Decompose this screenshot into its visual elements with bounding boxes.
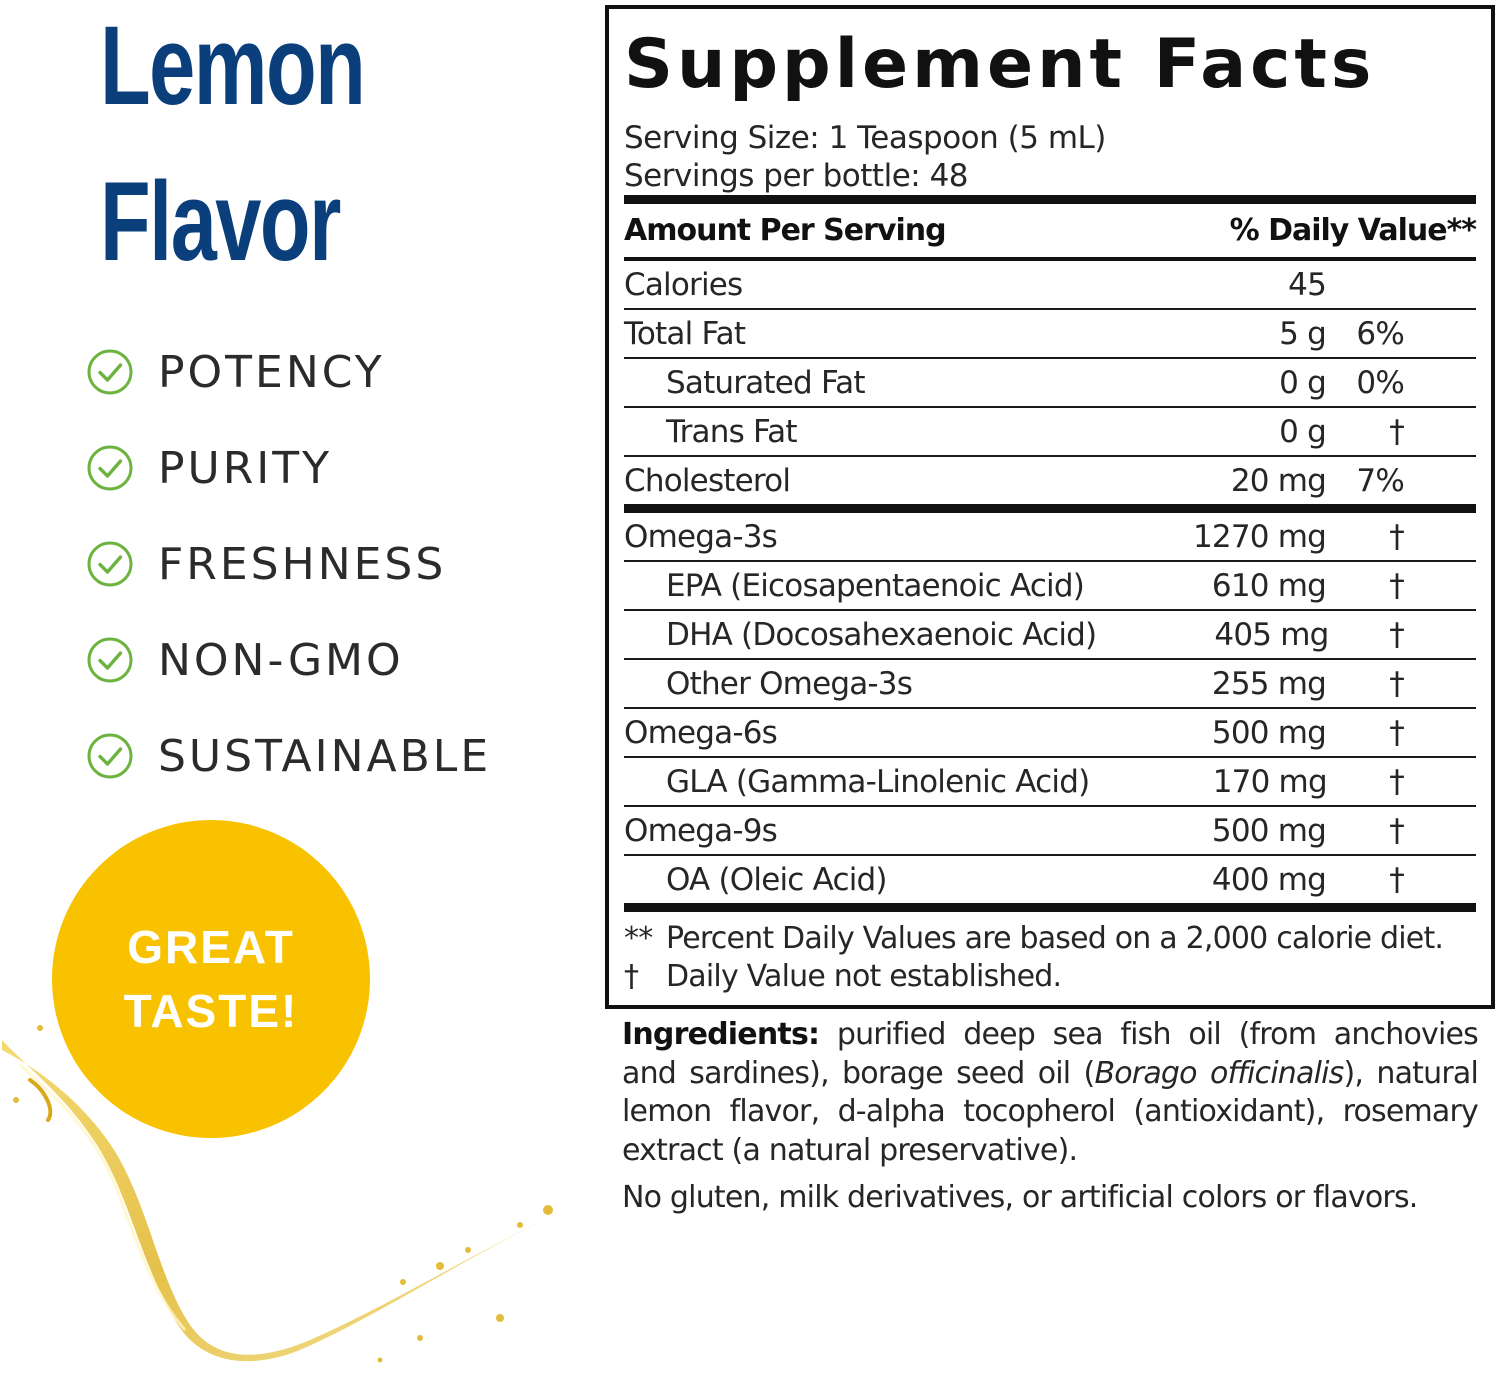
nutrient-name: OA (Oleic Acid) [666, 861, 888, 898]
nutrient-amount: 610 mg [1211, 567, 1327, 604]
nutrient-name: Omega-6s [624, 714, 778, 751]
nutrient-daily-value: † [1389, 413, 1405, 450]
serving-info: Serving Size: 1 Teaspoon (5 mL) Servings… [624, 119, 1476, 195]
feature-label: SUSTAINABLE [158, 730, 492, 782]
nutrient-name: Trans Fat [666, 413, 798, 450]
nutrient-daily-value: † [1389, 518, 1405, 555]
footnote-mark: † [624, 959, 639, 994]
feature-item-potency: POTENCY [86, 324, 491, 420]
product-title-line1: Lemon [100, 3, 366, 128]
nutrient-daily-value: † [1389, 714, 1405, 751]
nutrient-row-omega-9s: Omega-9s 500 mg † [624, 807, 1476, 856]
feature-item-freshness: FRESHNESS [86, 516, 491, 612]
ingredients-part-2: ), natural lemon flavor, d-alpha tocophe… [622, 1055, 1479, 1168]
nutrient-row-cholesterol: Cholesterol 20 mg 7% [624, 457, 1476, 504]
nutrient-amount: 1270 mg [1192, 518, 1327, 555]
nutrient-row-dha: DHA (Docosahexaenoic Acid) 405 mg † [624, 611, 1476, 660]
nutrient-daily-value: † [1389, 812, 1405, 849]
nutrient-amount: 500 mg [1211, 812, 1327, 849]
nutrient-amount: 405 mg [1214, 616, 1329, 653]
facts-footnotes: ** Percent Daily Values are based on a 2… [624, 912, 1476, 996]
nutrient-amount: 20 mg [1230, 462, 1327, 499]
nutrient-row-omega-6s: Omega-6s 500 mg † [624, 709, 1476, 758]
divider-thick [624, 195, 1476, 204]
ingredients-part-1: purified deep sea fish oil (from anchovi… [622, 1017, 1479, 1091]
feature-item-non-gmo: NON-GMO [86, 612, 491, 708]
nutrient-name: Omega-3s [624, 518, 778, 555]
nutrient-daily-value: 0% [1356, 364, 1404, 401]
footnote-not-established: † Daily Value not established. [624, 958, 1476, 996]
nutrient-daily-value: 6% [1356, 315, 1404, 352]
nutrient-daily-value: † [1389, 567, 1405, 604]
nutrient-row-calories: Calories 45 [624, 261, 1476, 310]
nutrient-name: Saturated Fat [666, 364, 866, 401]
badge-line-1: GREAT [127, 921, 295, 973]
nutrient-amount: 0 g [1279, 413, 1327, 450]
feature-item-purity: PURITY [86, 420, 491, 516]
footnote-mark: ** [624, 921, 653, 956]
nutrient-name: Omega-9s [624, 812, 778, 849]
nutrient-row-other-omega-3s: Other Omega-3s 255 mg † [624, 660, 1476, 709]
nutrient-name: Calories [624, 266, 743, 303]
check-circle-icon [87, 349, 133, 395]
nutrient-daily-value: † [1389, 763, 1405, 800]
product-title-line2: Flavor [100, 159, 341, 284]
divider-thick [624, 504, 1476, 513]
nutrient-row-total-fat: Total Fat 5 g 6% [624, 310, 1476, 359]
nutrient-daily-value: † [1389, 616, 1405, 653]
nutrient-row-gla: GLA (Gamma-Linolenic Acid) 170 mg † [624, 758, 1476, 807]
facts-header-row: Amount Per Serving % Daily Value** [624, 204, 1477, 261]
daily-value-label: % Daily Value** [1229, 213, 1477, 248]
footnote-text: Daily Value not established. [666, 959, 1062, 994]
nutrient-daily-value: † [1389, 665, 1405, 702]
nutrient-amount: 170 mg [1212, 763, 1328, 800]
feature-label: FRESHNESS [158, 538, 447, 590]
check-circle-icon [87, 733, 133, 779]
nutrient-amount: 500 mg [1211, 714, 1327, 751]
great-taste-badge: GREAT TASTE! [52, 820, 370, 1138]
supplement-facts-panel: Supplement Facts Serving Size: 1 Teaspoo… [605, 5, 1495, 1009]
feature-list: POTENCY PURITY FRESHNESS NON-GMO SUSTAIN… [86, 324, 491, 804]
nutrient-name: EPA (Eicosapentaenoic Acid) [666, 567, 1085, 604]
nutrient-amount: 5 g [1279, 315, 1327, 352]
check-circle-icon [87, 637, 133, 683]
nutrient-name: Other Omega-3s [666, 665, 913, 702]
nutrient-row-trans-fat: Trans Fat 0 g † [624, 408, 1476, 457]
nutrient-name: GLA (Gamma-Linolenic Acid) [666, 763, 1090, 800]
nutrient-name: DHA (Docosahexaenoic Acid) [666, 616, 1097, 653]
divider-thick [624, 903, 1476, 912]
nutrient-amount: 255 mg [1211, 665, 1327, 702]
ingredients-latin-name: Borago officinalis [1094, 1055, 1344, 1091]
amount-per-serving-label: Amount Per Serving [624, 213, 947, 248]
feature-label: PURITY [158, 442, 333, 494]
nutrient-amount: 0 g [1279, 364, 1327, 401]
ingredients-label: Ingredients: [622, 1017, 820, 1052]
nutrient-amount: 400 mg [1211, 861, 1327, 898]
footnote-daily-values: ** Percent Daily Values are based on a 2… [624, 920, 1476, 958]
nutrient-row-oleic-acid: OA (Oleic Acid) 400 mg † [624, 856, 1476, 903]
feature-label: NON-GMO [158, 634, 404, 686]
facts-title: Supplement Facts [624, 25, 1376, 104]
serving-size: Serving Size: 1 Teaspoon (5 mL) [624, 120, 1106, 156]
allergen-note: No gluten, milk derivatives, or artifici… [622, 1180, 1418, 1215]
nutrient-row-omega-3s: Omega-3s 1270 mg † [624, 513, 1476, 562]
nutrient-row-epa: EPA (Eicosapentaenoic Acid) 610 mg † [624, 562, 1476, 611]
nutrient-row-saturated-fat: Saturated Fat 0 g 0% [624, 359, 1476, 408]
nutrient-daily-value: 7% [1356, 462, 1404, 499]
check-circle-icon [87, 445, 133, 491]
badge-line-2: TASTE! [123, 985, 299, 1037]
feature-item-sustainable: SUSTAINABLE [86, 708, 491, 804]
check-circle-icon [87, 541, 133, 587]
feature-label: POTENCY [158, 346, 385, 398]
oil-splash-image [2, 1025, 560, 1363]
servings-per-bottle: Servings per bottle: 48 [624, 158, 969, 194]
footnote-text: Percent Daily Values are based on a 2,00… [666, 921, 1444, 956]
nutrient-amount: 45 [1288, 266, 1327, 303]
nutrient-name: Cholesterol [624, 462, 791, 499]
nutrient-daily-value: † [1389, 861, 1405, 898]
ingredients-text: Ingredients: purified deep sea fish oil … [622, 1016, 1479, 1170]
nutrient-name: Total Fat [624, 315, 746, 352]
